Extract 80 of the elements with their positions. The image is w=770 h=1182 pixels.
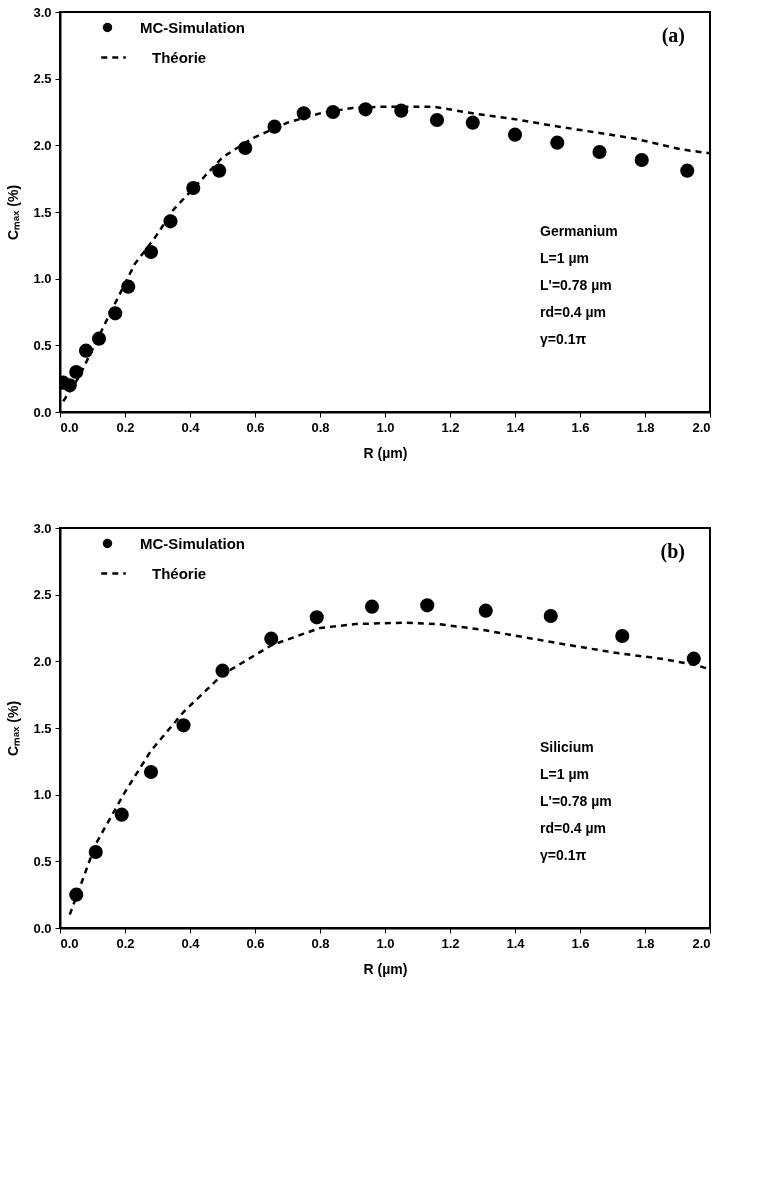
y-tick-label: 1.0 [33,787,52,803]
annotation: L'=0.78 µm [540,793,612,809]
point [634,152,649,168]
x-tick-label: 1.0 [376,935,395,951]
annotation: Germanium [540,223,618,239]
x-tick-label: 0.8 [311,419,330,435]
point [143,244,159,260]
x-tick-label: 0.6 [246,935,265,951]
x-tick-label: 0.0 [60,935,79,951]
y-tick-label: 0.5 [33,337,52,353]
x-tick-label: 0.6 [246,419,265,435]
x-tick-label: 1.0 [376,419,395,435]
point [88,844,103,860]
y-tick-label: 2.0 [33,653,52,669]
point [420,598,435,613]
annotation: (a) [661,24,685,47]
y-axis-title: Cₘₐₓ (%) [5,184,22,241]
point [114,807,129,822]
point [212,163,227,178]
annotation: L=1 µm [540,250,589,266]
point [264,631,279,646]
point [465,115,480,130]
annotation: L=1 µm [540,766,589,782]
legend-label: MC-Simulation [140,534,245,552]
y-tick-label: 3.0 [33,4,52,20]
annotation: (b) [660,540,685,563]
x-tick-label: 1.6 [571,935,590,951]
point [543,608,558,624]
annotation: γ=0.1π [540,847,587,863]
x-tick-label: 0.0 [60,419,79,435]
x-tick-label: 1.4 [506,935,526,951]
x-tick-label: 1.8 [636,935,655,951]
y-tick-label: 1.5 [33,720,52,736]
x-axis-title: R (µm) [363,960,408,977]
legend-label: MC-Simulation [140,18,245,36]
point [78,343,94,358]
x-tick-label: 2.0 [692,419,711,435]
y-axis-title: Cₘₐₓ (%) [5,700,22,757]
legend-label: Théorie [152,48,207,66]
x-tick-label: 1.8 [636,419,655,435]
legend-label: Théorie [152,564,207,582]
x-tick-label: 0.4 [181,935,201,951]
x-tick-label: 2.0 [692,935,711,951]
y-tick-label: 0.0 [33,404,52,420]
point [680,163,695,178]
point [309,610,324,625]
y-tick-label: 1.5 [33,204,52,220]
annotation: L'=0.78 µm [540,277,612,293]
x-tick-label: 1.2 [441,419,460,435]
y-tick-label: 2.0 [33,137,52,153]
point [478,603,493,618]
y-tick-label: 2.5 [33,587,52,603]
point [143,764,159,780]
annotation: γ=0.1π [540,331,587,347]
x-tick-label: 0.2 [116,935,135,951]
x-tick-label: 1.2 [441,935,460,951]
point [238,140,253,156]
x-axis-title: R (µm) [363,444,408,461]
x-tick-label: 1.4 [506,419,526,435]
y-tick-label: 1.0 [33,271,52,287]
point [686,651,701,666]
y-tick-label: 2.5 [33,71,52,87]
point [429,112,445,128]
x-tick-label: 1.6 [571,419,590,435]
annotation: rd=0.4 µm [540,304,607,320]
point [550,135,565,150]
point [592,144,607,160]
annotation: Silicium [540,739,594,755]
point [69,364,84,380]
annotation: rd=0.4 µm [540,820,607,836]
y-tick-label: 3.0 [33,520,52,536]
point [507,127,523,142]
x-tick-label: 0.4 [181,419,201,435]
point [615,628,630,644]
x-tick-label: 0.2 [116,419,135,435]
x-tick-label: 0.8 [311,935,330,951]
y-tick-label: 0.0 [33,920,52,936]
point [364,599,380,614]
point [176,718,191,733]
y-tick-label: 0.5 [33,853,52,869]
